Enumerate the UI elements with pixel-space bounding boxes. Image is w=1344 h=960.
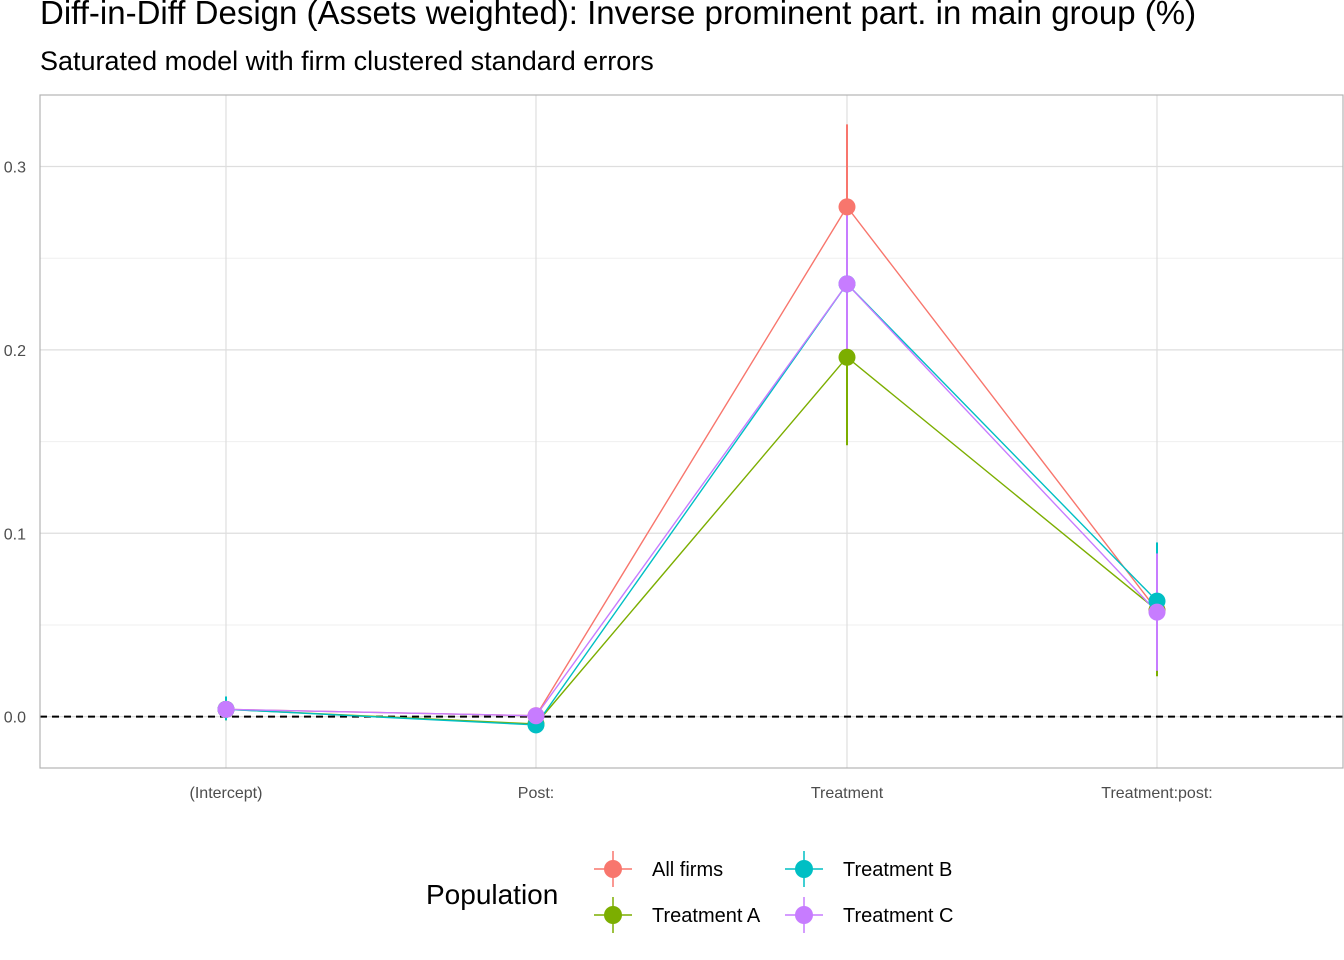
x-tick-label: Treatment: [811, 785, 884, 802]
y-tick-label: 0.1: [4, 526, 26, 543]
legend-label: Treatment C: [843, 905, 953, 927]
data-point: [527, 707, 545, 725]
data-point: [838, 348, 856, 366]
chart-subtitle: Saturated model with firm clustered stan…: [40, 46, 654, 76]
legend-item-treatment-a: Treatment A: [594, 897, 761, 933]
plot-panel-background: [40, 95, 1343, 768]
plot-panel-border: [39, 94, 1344, 769]
legend-key-point: [795, 906, 813, 924]
legend-label: Treatment B: [843, 859, 952, 881]
data-point: [217, 700, 235, 718]
y-tick-label: 0.0: [4, 710, 26, 727]
legend-item-all-firms: All firms: [594, 851, 723, 887]
x-tick-label: Post:: [518, 785, 554, 802]
data-point: [1148, 603, 1166, 621]
y-tick-label: 0.2: [4, 343, 26, 360]
legend-key-point: [795, 860, 813, 878]
legend-title: Population: [426, 879, 558, 910]
data-point: [838, 198, 856, 216]
data-point: [838, 275, 856, 293]
legend-key-point: [604, 860, 622, 878]
series-line: [225, 282, 1158, 726]
legend-label: Treatment A: [652, 905, 761, 927]
legend-key-point: [604, 906, 622, 924]
legend-item-treatment-c: Treatment C: [785, 897, 953, 933]
series-line: [225, 282, 1158, 717]
x-tick-label: Treatment:post:: [1101, 785, 1212, 802]
y-tick-label: 0.3: [4, 160, 26, 177]
chart-title: Diff-in-Diff Design (Assets weighted): I…: [40, 0, 1197, 31]
legend: Population All firms Treatment A Treatment…: [426, 851, 953, 933]
legend-label: All firms: [652, 859, 723, 881]
x-tick-label: (Intercept): [190, 785, 263, 802]
series-layer: [217, 124, 1166, 734]
axis-layer: 0.0 0.1 0.2 0.3 (Intercept) Post: Treatment Tre…: [4, 160, 1213, 802]
points-treatment-c: [217, 275, 1166, 725]
legend-item-treatment-b: Treatment B: [785, 851, 952, 887]
